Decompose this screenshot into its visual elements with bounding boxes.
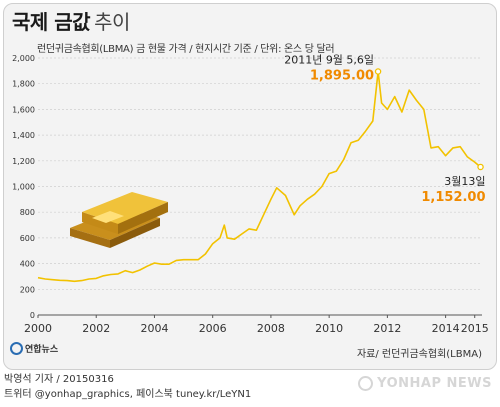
y-tick-label: 1,000 — [12, 183, 35, 192]
y-tick-label: 1,600 — [12, 105, 35, 114]
x-tick-label: 2012 — [373, 322, 401, 335]
annotation-value: 1,895.00 — [310, 68, 374, 83]
y-tick-label: 400 — [20, 260, 35, 269]
annotations: 2011년 9월 5,6일 1,895.00 3월13일 1,152.00 — [284, 52, 485, 204]
title-sub: 추이 — [94, 10, 130, 34]
y-tick-label: 800 — [20, 208, 35, 217]
x-tick-label: 2006 — [199, 322, 227, 335]
annotation-marker — [477, 163, 484, 171]
grid-lines — [37, 57, 482, 318]
x-tick-label: 2008 — [257, 322, 285, 335]
source-note: 자료/ 런던귀금속협회(LBMA) — [356, 349, 482, 360]
y-tick-label: 1,800 — [12, 80, 35, 89]
yonhap-logo: 연합뉴스 — [10, 342, 58, 355]
x-tick-label: 2015 — [461, 322, 489, 335]
credit-line-2: 트위터 @yonhap_graphics, 페이스북 tuney.kr/LeYN… — [4, 389, 252, 400]
page-title: 국제 금값 추이 — [12, 6, 130, 35]
x-tick-label: 2004 — [140, 322, 168, 335]
y-tick-label: 2,000 — [12, 54, 35, 63]
y-tick-label: 1,400 — [12, 131, 35, 140]
title-main: 국제 금값 — [12, 10, 91, 34]
x-tick-label: 2002 — [82, 322, 110, 335]
x-tick-label: 2014 — [432, 322, 460, 335]
price-series-line — [37, 70, 482, 283]
y-tick-label: 200 — [20, 285, 35, 294]
y-tick-label: 0 — [30, 311, 35, 320]
annotation-value: 1,152.00 — [421, 190, 485, 205]
watermark: YONHAP NEWS — [358, 376, 492, 391]
logo-icon — [10, 342, 23, 355]
credit-line-1: 박영석 기자 / 20150316 — [4, 374, 114, 385]
x-tick-label: 2010 — [315, 322, 343, 335]
chart-subtitle: 런던귀금속협회(LBMA) 금 현물 가격 / 현지시간 기준 / 단위: 온스… — [37, 44, 335, 55]
x-tick-label: 2000 — [24, 322, 52, 335]
annotation-label: 2011년 9월 5,6일 — [284, 52, 374, 66]
annotation-marker — [374, 68, 382, 75]
y-tick-label: 600 — [20, 234, 35, 243]
y-tick-label: 1,200 — [12, 157, 35, 166]
gold-bars-illustration — [70, 192, 168, 248]
watermark-text: YONHAP NEWS — [377, 376, 492, 391]
annotation-label: 3월13일 — [444, 174, 485, 188]
watermark-icon — [358, 376, 374, 391]
logo-text: 연합뉴스 — [25, 345, 59, 355]
